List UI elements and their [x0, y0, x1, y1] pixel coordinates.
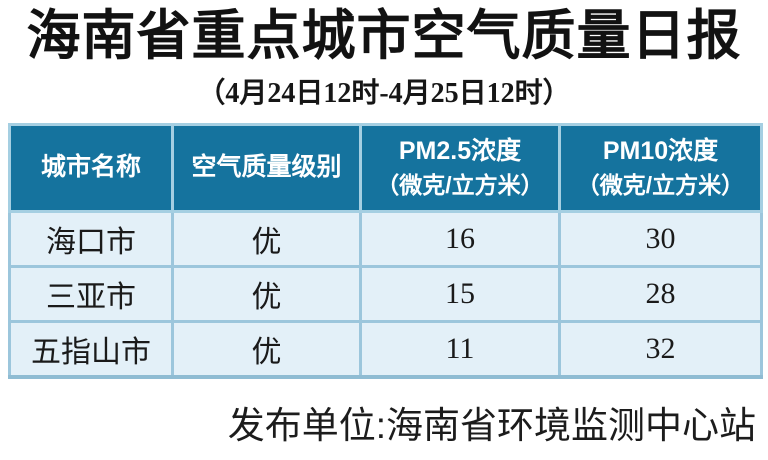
col-header-aqi-level-label: 空气质量级别	[191, 153, 342, 182]
table-row: 五指山市 优 11 32	[8, 319, 763, 379]
air-quality-table: 城市名称 空气质量级别 PM2.5浓度 （微克/立方米） PM10浓度 （微克/…	[8, 122, 763, 379]
cell-pm25: 11	[359, 319, 561, 379]
col-header-aqi-level: 空气质量级别	[171, 122, 362, 213]
cell-pm10: 32	[558, 319, 763, 379]
table-row: 三亚市 优 15 28	[8, 264, 763, 323]
publisher-line: 发布单位:海南省环境监测中心站	[227, 404, 756, 446]
air-quality-report: 海南省重点城市空气质量日报 （4月24日12时-4月25日12时） 城市名称 空…	[0, 4, 768, 460]
col-header-pm10-unit: （微克/立方米）	[576, 172, 745, 199]
cell-city: 三亚市	[8, 264, 174, 323]
col-header-pm25-label: PM2.5浓度	[398, 137, 522, 166]
page-title: 海南省重点城市空气质量日报	[26, 6, 742, 66]
col-header-pm10: PM10浓度 （微克/立方米）	[558, 122, 763, 213]
col-header-city: 城市名称	[8, 122, 174, 213]
cell-pm10: 30	[558, 209, 763, 268]
col-header-pm10-label: PM10浓度	[602, 137, 719, 166]
cell-pm25: 16	[359, 209, 561, 268]
cell-aqi-level: 优	[171, 264, 362, 323]
table-row: 海口市 优 16 30	[8, 209, 763, 268]
col-header-city-label: 城市名称	[40, 153, 141, 182]
cell-city: 海口市	[8, 209, 174, 268]
col-header-pm25: PM2.5浓度 （微克/立方米）	[359, 122, 561, 213]
col-header-pm25-unit: （微克/立方米）	[376, 172, 544, 199]
page-subtitle: （4月24日12时-4月25日12时）	[197, 77, 571, 109]
cell-aqi-level: 优	[171, 319, 362, 379]
cell-pm10: 28	[558, 264, 763, 323]
header-row: 城市名称 空气质量级别 PM2.5浓度 （微克/立方米） PM10浓度 （微克/…	[8, 122, 763, 213]
cell-aqi-level: 优	[171, 209, 362, 268]
cell-city: 五指山市	[8, 319, 174, 379]
cell-pm25: 15	[359, 264, 561, 323]
